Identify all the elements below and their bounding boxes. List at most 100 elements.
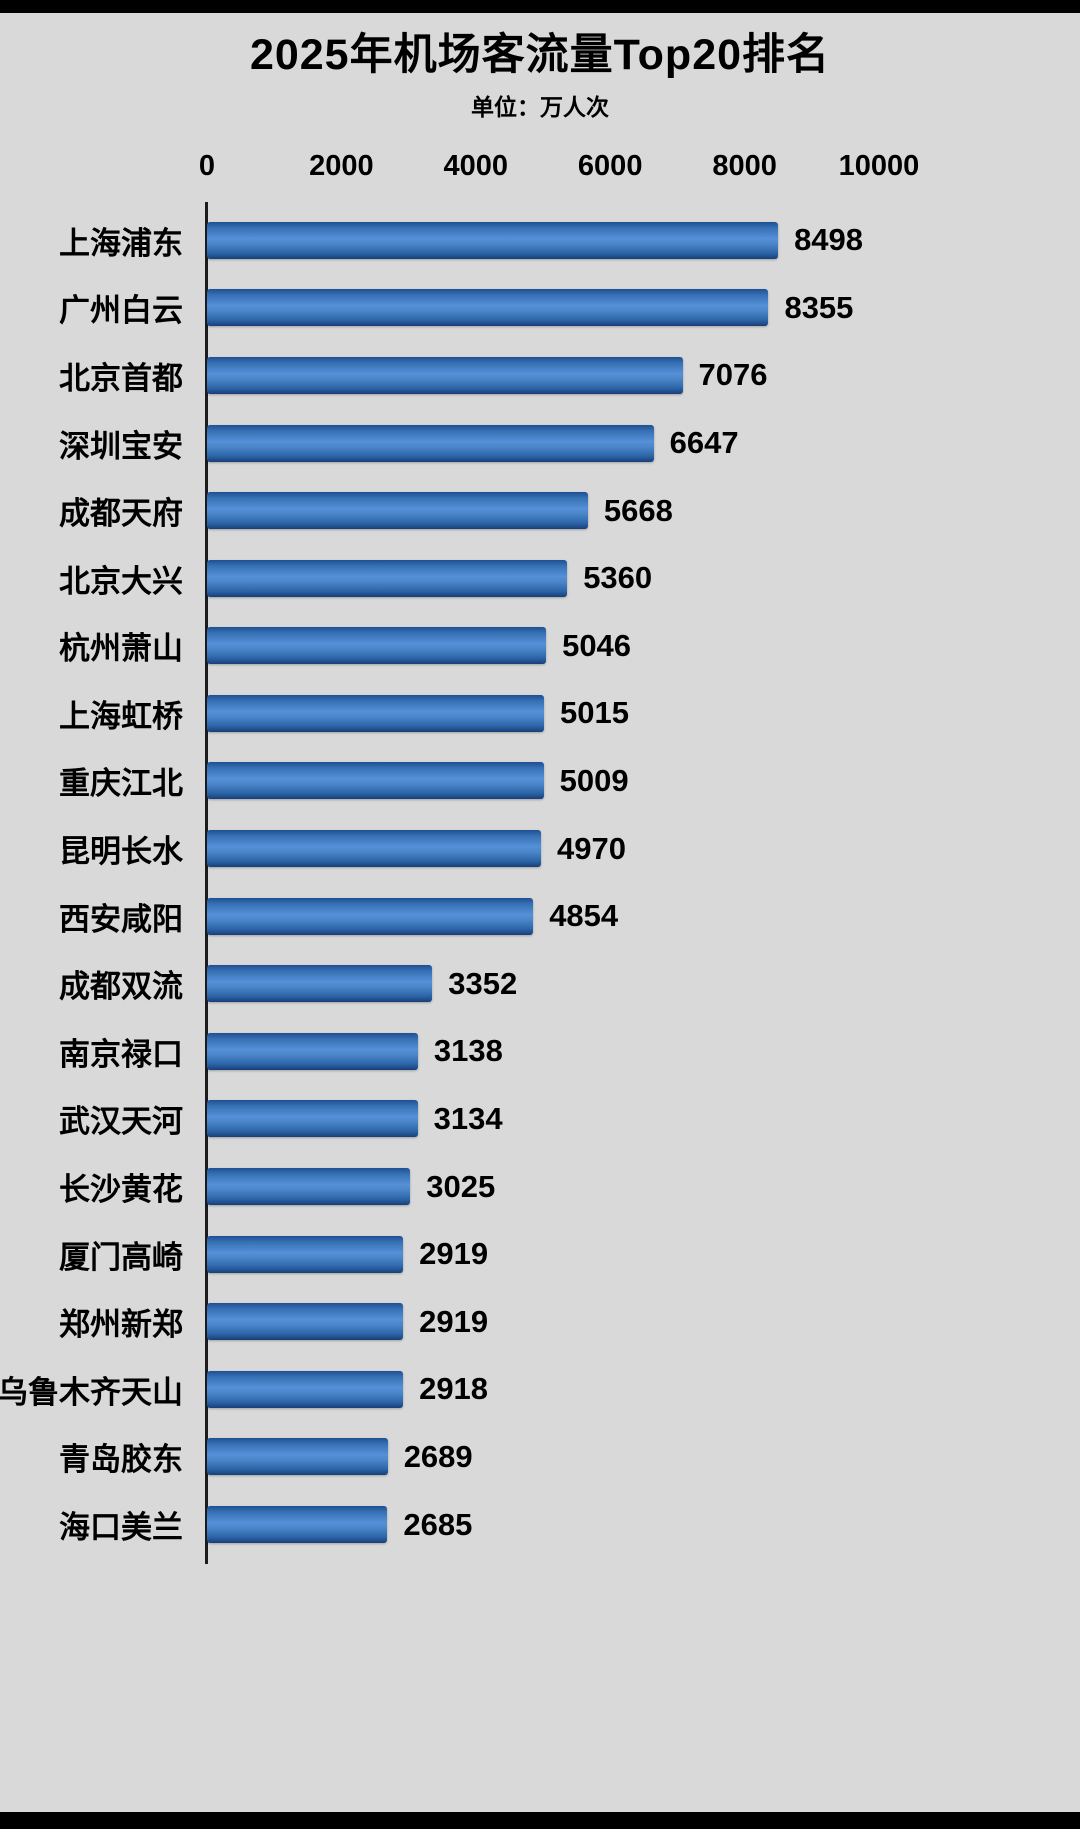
chart-subtitle: 单位：万人次 <box>471 94 609 121</box>
category-label: 杭州萧山 <box>59 631 183 667</box>
bar-track: 2919 <box>207 1220 879 1288</box>
x-tick-label: 4000 <box>443 150 509 183</box>
bar-row: 厦门高崎 2919 <box>59 1220 1007 1288</box>
bar <box>207 897 534 935</box>
value-label: 8355 <box>784 289 854 325</box>
bar <box>207 1032 418 1070</box>
bar-row: 乌鲁木齐天山 2918 <box>0 1356 1007 1424</box>
bar-row: 武汉天河 3134 <box>59 1085 1007 1153</box>
bar <box>207 1235 404 1273</box>
value-label: 4854 <box>549 898 619 934</box>
value-label: 2689 <box>403 1438 473 1474</box>
bar <box>207 1506 388 1544</box>
x-tick-label: 6000 <box>577 150 643 183</box>
bar-track: 3025 <box>207 1153 879 1221</box>
bar-row: 昆明长水 4970 <box>59 815 1007 883</box>
bar-row: 重庆江北 5009 <box>59 747 1007 815</box>
bar-track: 7076 <box>207 342 879 410</box>
bar <box>207 559 568 597</box>
bar-track: 2689 <box>207 1423 879 1491</box>
value-label: 2919 <box>419 1236 489 1272</box>
category-label: 重庆江北 <box>59 766 183 802</box>
bar-track: 5009 <box>207 747 879 815</box>
value-label: 3134 <box>433 1100 503 1136</box>
bar-row: 广州白云 8355 <box>59 274 1007 342</box>
value-label: 3138 <box>433 1033 503 1069</box>
category-label: 北京首都 <box>59 360 183 396</box>
bar-track: 8355 <box>207 274 879 342</box>
bar <box>207 965 433 1003</box>
value-label: 5009 <box>559 762 629 798</box>
bar <box>207 289 769 327</box>
bar-track: 8498 <box>207 206 879 274</box>
bar <box>207 221 779 259</box>
x-tick-label: 10000 <box>838 150 920 183</box>
bar-row: 深圳宝安 6647 <box>59 409 1007 477</box>
bar-track: 6647 <box>207 409 879 477</box>
category-label: 成都双流 <box>59 969 183 1005</box>
bar-track: 4970 <box>207 815 879 883</box>
plot-area: 上海浦东 8498 广州白云 8355 北京首都 7076 深圳宝安 6647 成都天府 5668… <box>0 202 1007 1565</box>
bar <box>207 830 541 868</box>
bar-row: 上海浦东 8498 <box>59 206 1007 274</box>
bar-row: 杭州萧山 5046 <box>59 612 1007 680</box>
bottom-spacer <box>0 1564 1080 1812</box>
category-label: 郑州新郑 <box>59 1307 183 1343</box>
bar <box>207 492 588 530</box>
category-label: 成都天府 <box>59 496 183 532</box>
bar-track: 2919 <box>207 1288 879 1356</box>
category-label: 广州白云 <box>59 293 183 329</box>
category-label: 长沙黄花 <box>59 1172 183 1208</box>
category-label: 上海浦东 <box>59 225 183 261</box>
bar-row: 北京大兴 5360 <box>59 544 1007 612</box>
category-label: 昆明长水 <box>59 834 183 870</box>
bar-row: 西安咸阳 4854 <box>59 882 1007 950</box>
bar-row: 南京禄口 3138 <box>59 1018 1007 1086</box>
bar-row: 成都双流 3352 <box>59 950 1007 1018</box>
bar-row: 上海虹桥 5015 <box>59 680 1007 748</box>
value-label: 3025 <box>426 1168 496 1204</box>
bar-row: 北京首都 7076 <box>59 342 1007 410</box>
category-label: 北京大兴 <box>59 563 183 599</box>
top-border-strip <box>0 0 1080 13</box>
value-label: 5360 <box>583 560 653 596</box>
value-label: 5015 <box>560 695 629 731</box>
bar <box>207 1303 404 1341</box>
bar-row: 成都天府 5668 <box>59 477 1007 545</box>
category-label: 乌鲁木齐天山 <box>0 1374 183 1410</box>
bar <box>207 694 544 732</box>
value-label: 2685 <box>403 1506 473 1542</box>
value-label: 5046 <box>562 627 632 663</box>
bottom-border-strip <box>0 1812 1080 1829</box>
bar <box>207 1370 404 1408</box>
bar-track: 5360 <box>207 544 879 612</box>
x-axis: 0 2000 4000 6000 8000 10000 <box>199 150 919 192</box>
value-label: 2919 <box>419 1303 489 1339</box>
bar-track: 5046 <box>207 612 879 680</box>
bar-track: 4854 <box>207 882 879 950</box>
bar <box>207 762 544 800</box>
bar <box>207 627 547 665</box>
x-tick-label: 0 <box>198 150 216 183</box>
bar-track: 3352 <box>207 950 879 1018</box>
value-label: 2918 <box>419 1371 489 1407</box>
category-label: 南京禄口 <box>59 1036 183 1072</box>
category-label: 深圳宝安 <box>59 428 183 464</box>
category-label: 厦门高崎 <box>59 1239 183 1275</box>
value-label: 7076 <box>698 357 768 393</box>
bar-track: 5668 <box>207 477 879 545</box>
bar-track: 2685 <box>207 1491 879 1559</box>
bar <box>207 1438 388 1476</box>
x-tick-label: 8000 <box>712 150 777 183</box>
category-label: 海口美兰 <box>59 1510 183 1546</box>
value-label: 5668 <box>603 492 673 528</box>
bar-row: 海口美兰 2685 <box>59 1491 1007 1559</box>
y-axis-line <box>205 202 208 1565</box>
bar <box>207 356 683 394</box>
chart-title: 2025年机场客流量Top20排名 <box>249 31 831 79</box>
value-label: 4970 <box>556 830 626 866</box>
value-label: 6647 <box>669 425 739 461</box>
bar <box>207 1168 411 1206</box>
bar <box>207 1100 418 1138</box>
bar-track: 3138 <box>207 1018 879 1086</box>
